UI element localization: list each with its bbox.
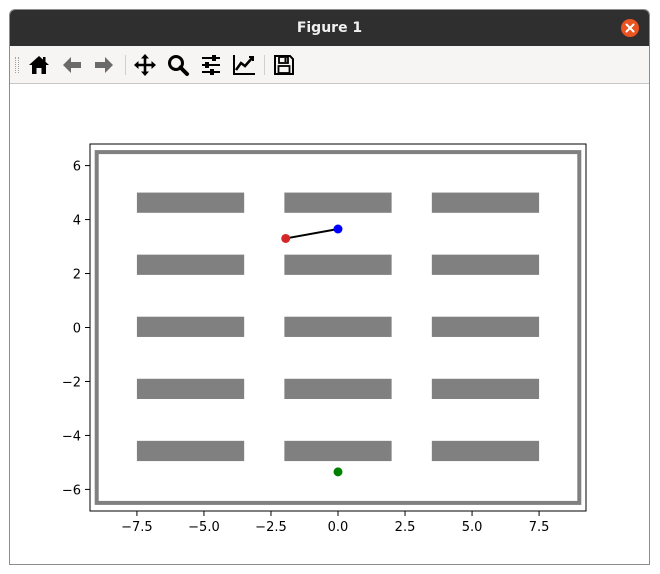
x-tick-label: 2.5 — [395, 520, 416, 535]
close-button[interactable] — [621, 19, 639, 37]
obstacle — [284, 192, 392, 213]
pan-icon — [134, 54, 156, 76]
y-tick-label: 6 — [73, 160, 81, 175]
configure-subplots-button[interactable] — [199, 53, 223, 77]
y-tick-label: −2 — [62, 375, 81, 390]
x-tick-label: 5.0 — [462, 520, 483, 535]
obstacle — [431, 316, 540, 337]
toolbar-separator — [264, 55, 265, 75]
configure-subplots-icon — [202, 55, 220, 75]
obstacle — [136, 192, 245, 213]
obstacle — [136, 440, 245, 462]
figure-canvas[interactable]: −7.5 −5.0 −2.5 0.0 2.5 5.0 7.5 −6 −4 −2 0 2 4 6 — [10, 84, 649, 565]
obstacle — [431, 254, 540, 275]
back-arrow-icon — [63, 57, 81, 73]
y-tick-label: 4 — [73, 214, 81, 229]
plot-svg[interactable]: −7.5 −5.0 −2.5 0.0 2.5 5.0 7.5 −6 −4 −2 0 2 4 6 — [10, 84, 649, 565]
close-icon — [625, 23, 635, 33]
edit-axes-icon — [233, 55, 255, 75]
toolbar-grip[interactable] — [15, 57, 19, 73]
x-tick-label: −2.5 — [255, 520, 287, 535]
figure-window: Figure 1 — [9, 9, 650, 565]
y-tick-label: 0 — [73, 322, 81, 337]
forward-arrow-icon — [95, 57, 113, 73]
window-title: Figure 1 — [296, 20, 363, 36]
data-point — [333, 224, 343, 234]
x-tick-label: 0.0 — [328, 520, 349, 535]
pan-button[interactable] — [133, 53, 157, 77]
obstacle — [136, 254, 245, 275]
obstacle — [284, 378, 392, 400]
edit-axes-button[interactable] — [232, 53, 256, 77]
toolbar-separator — [125, 55, 126, 75]
title-bar[interactable]: Figure 1 — [10, 10, 649, 46]
boundary-wall — [94, 150, 582, 505]
obstacle — [431, 440, 540, 462]
obstacle — [136, 316, 245, 337]
home-icon — [29, 56, 49, 74]
zoom-icon — [168, 55, 189, 76]
y-tick-label: −6 — [62, 483, 81, 498]
obstacle — [431, 192, 540, 213]
x-tick-label: −7.5 — [121, 520, 153, 535]
obstacle — [284, 254, 392, 275]
save-button[interactable] — [272, 53, 296, 77]
home-button[interactable] — [27, 53, 51, 77]
path-line — [285, 228, 339, 240]
forward-button[interactable] — [92, 53, 116, 77]
save-icon — [274, 55, 294, 75]
y-tick-label: −4 — [62, 429, 81, 444]
data-point — [333, 467, 343, 477]
obstacle — [136, 378, 245, 400]
obstacle — [284, 316, 392, 337]
obstacle — [431, 378, 540, 400]
x-tick-label: 7.5 — [529, 520, 550, 535]
zoom-button[interactable] — [166, 53, 190, 77]
x-tick-label: −5.0 — [188, 520, 220, 535]
data-point — [281, 233, 291, 243]
navigation-toolbar — [10, 46, 649, 84]
back-button[interactable] — [60, 53, 84, 77]
obstacle — [284, 440, 392, 462]
y-tick-label: 2 — [73, 268, 81, 283]
